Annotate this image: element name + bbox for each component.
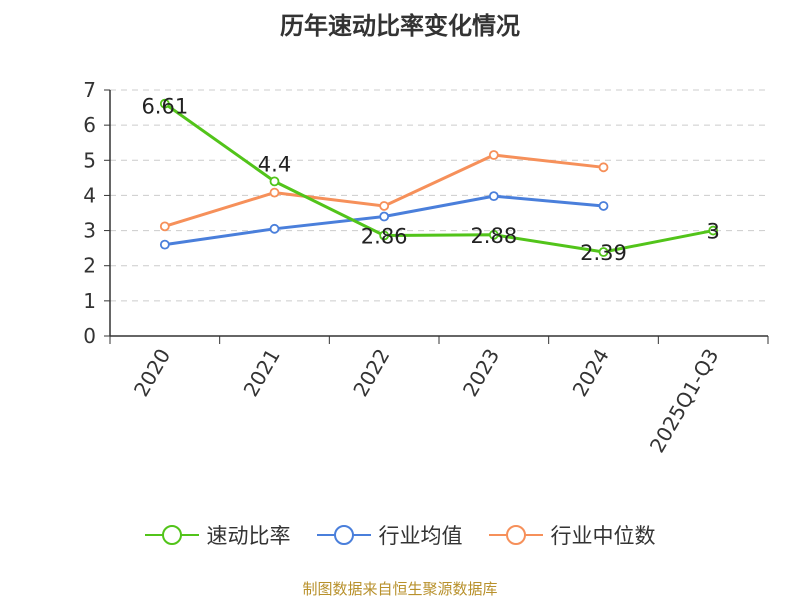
- data-label: 3: [706, 220, 719, 244]
- legend-swatch-industry-median: [488, 525, 543, 545]
- data-label: 2.88: [470, 224, 517, 248]
- data-label: 6.61: [141, 95, 188, 119]
- x-tick-label: 2020: [129, 345, 175, 401]
- legend-label-industry-mean: 行业均值: [378, 524, 463, 548]
- data-point-series-0: [708, 225, 719, 236]
- data-point-series-2: [159, 221, 170, 232]
- data-point-series-0: [598, 247, 609, 257]
- data-point-series-2: [269, 187, 280, 198]
- data-point-series-1: [598, 201, 609, 211]
- y-tick-label: 4: [83, 183, 96, 207]
- legend-swatch-quick-ratio: [144, 525, 199, 545]
- data-label: 2.86: [361, 224, 408, 248]
- legend-swatch-industry-mean: [316, 525, 371, 545]
- data-label: 4.4: [258, 152, 291, 176]
- source-note: 制图数据来自恒生聚源数据库: [302, 580, 498, 598]
- data-point-series-0: [159, 98, 170, 109]
- data-label: 2.39: [580, 241, 627, 265]
- data-point-series-0: [379, 230, 390, 241]
- x-tick-label: 2024: [568, 345, 614, 401]
- legend: 速动比率 行业均值 行业中位数: [0, 520, 800, 550]
- data-point-series-2: [379, 201, 390, 211]
- legend-item-quick-ratio[interactable]: 速动比率: [144, 520, 291, 550]
- chart-title: 历年速动比率变化情况: [280, 12, 520, 40]
- data-point-series-2: [598, 162, 609, 173]
- legend-label-quick-ratio: 速动比率: [206, 524, 291, 548]
- x-tick-label: 2025Q1-Q3: [645, 345, 724, 457]
- legend-label-industry-median: 行业中位数: [550, 524, 656, 548]
- data-point-series-0: [269, 176, 280, 187]
- legend-item-industry-median[interactable]: 行业中位数: [488, 520, 656, 550]
- x-tick-label: 2023: [458, 345, 504, 401]
- legend-item-industry-mean[interactable]: 行业均值: [316, 520, 463, 550]
- series-line-0: [163, 102, 714, 254]
- y-tick-label: 3: [83, 219, 96, 243]
- x-tick-label: 2022: [348, 345, 394, 401]
- data-point-series-2: [488, 150, 499, 160]
- y-tick-label: 2: [83, 254, 96, 278]
- data-point-series-1: [488, 191, 499, 202]
- data-point-series-1: [269, 223, 280, 234]
- y-tick-label: 7: [83, 78, 96, 102]
- y-tick-label: 1: [83, 289, 96, 313]
- y-tick-label: 0: [83, 324, 96, 348]
- y-tick-label: 5: [83, 148, 96, 172]
- y-tick-label: 6: [83, 113, 96, 137]
- data-point-series-1: [159, 239, 170, 250]
- data-point-series-0: [488, 229, 499, 240]
- data-point-series-1: [379, 211, 390, 222]
- x-tick-label: 2021: [239, 345, 285, 401]
